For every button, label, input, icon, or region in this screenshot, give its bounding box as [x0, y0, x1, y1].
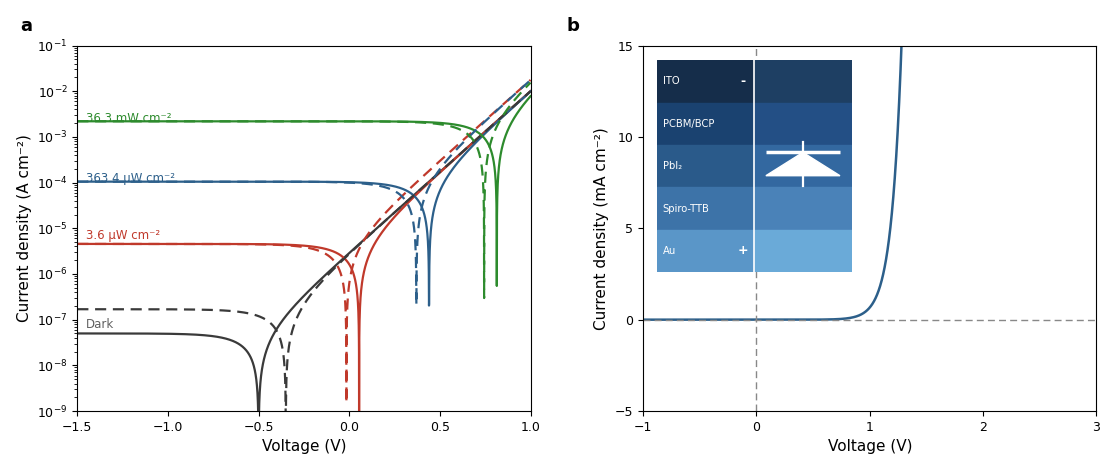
Text: 363.4 μW cm⁻²: 363.4 μW cm⁻² — [86, 172, 175, 186]
Text: a: a — [20, 16, 32, 34]
Text: b: b — [566, 16, 580, 34]
X-axis label: Voltage (V): Voltage (V) — [828, 439, 911, 455]
Y-axis label: Current density (mA cm⁻²): Current density (mA cm⁻²) — [594, 127, 610, 330]
X-axis label: Voltage (V): Voltage (V) — [261, 439, 346, 455]
Text: 36.3 mW cm⁻²: 36.3 mW cm⁻² — [86, 112, 172, 125]
Y-axis label: Current density (A cm⁻²): Current density (A cm⁻²) — [17, 134, 31, 322]
Text: Dark: Dark — [86, 317, 115, 331]
Text: 3.6 μW cm⁻²: 3.6 μW cm⁻² — [86, 229, 161, 242]
